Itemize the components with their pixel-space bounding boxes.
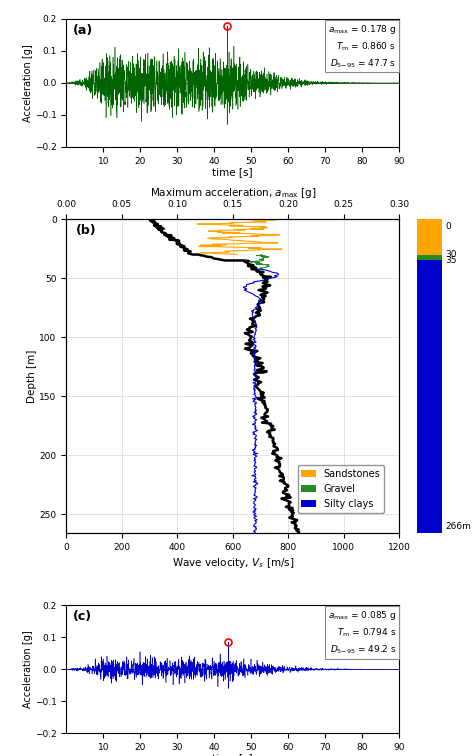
Bar	[417, 255, 442, 261]
Bar	[417, 261, 442, 533]
Y-axis label: Depth [m]: Depth [m]	[27, 349, 36, 403]
Text: (c): (c)	[73, 610, 92, 624]
Text: $a_{\mathrm{max}}$ = 0.178 g
$T_{\mathrm{m}}$ = 0.860 s
$D_{5\mathrm{-}95}$ = 47: $a_{\mathrm{max}}$ = 0.178 g $T_{\mathrm…	[328, 23, 396, 70]
X-axis label: Wave velocity, $V_s$ [m/s]: Wave velocity, $V_s$ [m/s]	[172, 556, 294, 570]
Text: (b): (b)	[76, 224, 97, 237]
X-axis label: Maximum acceleration, $a_{\mathrm{max}}$ [g]: Maximum acceleration, $a_{\mathrm{max}}$…	[149, 186, 316, 200]
Bar	[417, 219, 442, 255]
X-axis label: time [s]: time [s]	[212, 754, 253, 756]
Text: 35: 35	[445, 256, 457, 265]
X-axis label: time [s]: time [s]	[212, 167, 253, 177]
Text: 0: 0	[445, 222, 451, 231]
Legend: Sandstones, Gravel, Silty clays: Sandstones, Gravel, Silty clays	[298, 465, 384, 513]
Text: 30: 30	[445, 250, 457, 259]
Y-axis label: Acceleration [g]: Acceleration [g]	[23, 631, 33, 708]
Y-axis label: Acceleration [g]: Acceleration [g]	[23, 44, 33, 122]
Text: 266m: 266m	[445, 522, 471, 531]
Text: (a): (a)	[73, 24, 93, 37]
Text: $a_{\mathrm{max}}$ = 0.085 g
$T_{\mathrm{m}}$ = 0.794 s
$D_{5\mathrm{-}95}$ = 49: $a_{\mathrm{max}}$ = 0.085 g $T_{\mathrm…	[328, 609, 396, 656]
